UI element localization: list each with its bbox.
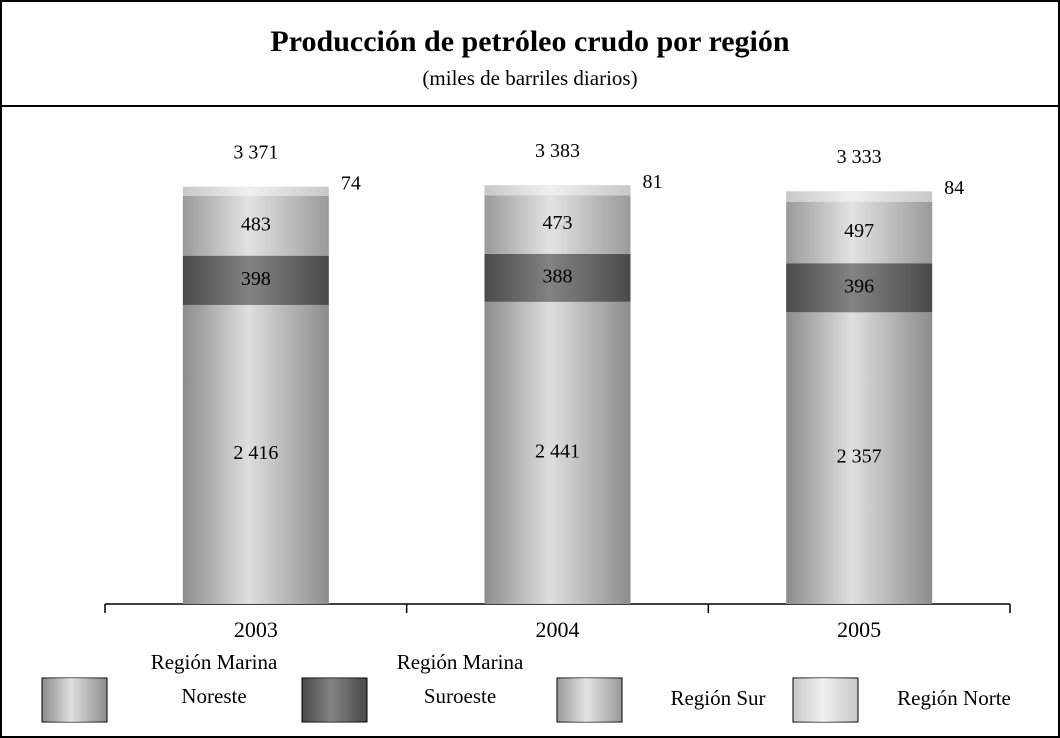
bar-shine: [182, 186, 329, 196]
x-tick-label: 2004: [536, 617, 580, 642]
legend-label: Región Marina Noreste: [150, 650, 278, 708]
x-tick-label: 2003: [234, 617, 278, 642]
bar-shine: [786, 201, 933, 264]
total-label: 3 333: [837, 146, 882, 168]
value-label: 497: [844, 220, 874, 242]
bar-shine: [182, 195, 329, 256]
bar-shine: [182, 255, 329, 305]
bar-shine: [484, 185, 631, 196]
bar-shine: [786, 312, 933, 604]
bar-shine: [786, 263, 933, 313]
legend-swatch-shine: [302, 678, 367, 722]
value-label: 388: [543, 265, 573, 287]
total-label: 3 371: [233, 141, 278, 163]
legend-swatch-shine: [42, 678, 107, 722]
value-label: 396: [844, 275, 874, 297]
legend-swatch-shine: [557, 678, 622, 722]
chart-subtitle: (miles de barriles diarios): [422, 66, 637, 90]
bar-shine: [484, 301, 631, 604]
legend-swatch-shine: [793, 678, 858, 722]
bar-shine: [484, 195, 631, 254]
bar-shine: [182, 304, 329, 604]
value-label: 2 357: [837, 446, 882, 468]
value-label: 483: [241, 213, 271, 235]
legend-label: Región Norte: [897, 686, 1011, 710]
chart-title: Producción de petróleo crudo por región: [270, 25, 789, 58]
value-label: 473: [543, 212, 573, 234]
value-label: 81: [643, 171, 663, 193]
value-label: 74: [341, 172, 361, 194]
value-label: 84: [944, 177, 964, 199]
value-label: 2 416: [233, 442, 278, 464]
total-label: 3 383: [535, 140, 580, 162]
legend-label: Región Sur: [670, 686, 766, 710]
legend-label: Región Marina Suroeste: [396, 650, 524, 708]
x-tick-label: 2005: [837, 617, 881, 642]
bar-shine: [786, 191, 933, 202]
value-label: 398: [241, 268, 271, 290]
value-label: 2 441: [535, 441, 580, 463]
bar-shine: [484, 253, 631, 302]
